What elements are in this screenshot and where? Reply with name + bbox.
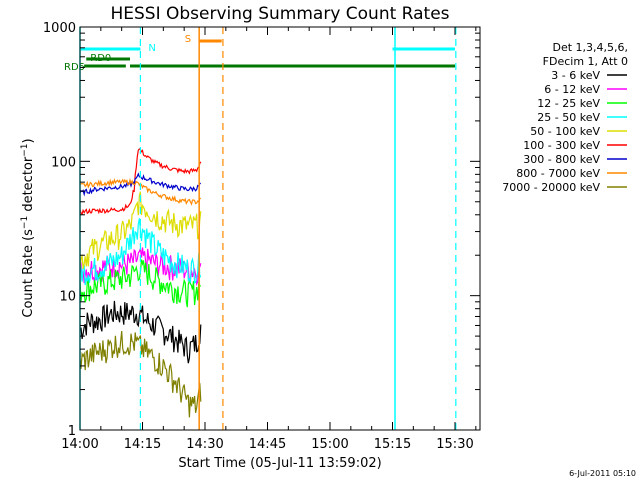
legend-label-7: 800 - 7000 keV: [516, 167, 600, 180]
legend-label-8: 7000 - 20000 keV: [502, 181, 600, 194]
markers-layer: [79, 27, 457, 430]
legend-label-0: 3 - 6 keV: [551, 69, 600, 82]
x-tick-label-2: 14:30: [186, 437, 223, 452]
y-tick-label-0: 1: [68, 424, 76, 439]
x-tick-label-4: 15:00: [311, 437, 348, 452]
legend-label-6: 300 - 800 keV: [523, 153, 600, 166]
legend: Det 1,3,4,5,6, FDecim 1, Att 0 3 - 6 keV…: [502, 41, 628, 194]
legend-header-line-1: Det 1,3,4,5,6,: [552, 41, 628, 54]
flag-label-rd0: RD0: [90, 53, 111, 64]
y-axis-label-mid: detector: [21, 156, 36, 216]
flag-label-s: S: [185, 34, 191, 45]
legend-label-4: 50 - 100 keV: [530, 125, 600, 138]
y-axis-label-main: Count Rate (s: [21, 229, 36, 318]
legend-label-2: 12 - 25 keV: [537, 97, 600, 110]
x-tick-label-5: 15:15: [374, 437, 411, 452]
y-tick-label-3: 1000: [43, 21, 76, 36]
flag-label-n: N: [148, 43, 155, 54]
chart-title: HESSI Observing Summary Count Rates: [110, 4, 449, 24]
x-tick-label-6: 15:30: [436, 437, 473, 452]
y-tick-label-1: 10: [59, 290, 76, 305]
plot-frame: [79, 26, 481, 431]
x-tick-label-1: 14:15: [124, 437, 161, 452]
series-line-8: [79, 330, 202, 418]
y-axis-label-sup2: −1: [20, 143, 30, 156]
legend-label-5: 100 - 300 keV: [523, 139, 600, 152]
legend-label-3: 25 - 50 keV: [537, 111, 600, 124]
flags-layer: N S RD0 RD5: [64, 34, 455, 73]
y-tick-label-2: 100: [51, 155, 76, 170]
x-axis-label: Start Time (05-Jul-11 13:59:02): [178, 456, 381, 471]
y-axis-label: Count Rate (s−1 detector−1): [20, 138, 36, 317]
series-line-3: [79, 218, 202, 286]
x-tick-label-0: 14:00: [61, 437, 98, 452]
flag-label-rd5: RD5: [64, 62, 85, 73]
x-tick-label-3: 14:45: [249, 437, 286, 452]
y-axis-label-end: ): [21, 138, 36, 143]
y-axis-label-sup1: −1: [20, 216, 30, 229]
timestamp: 6-Jul-2011 05:10: [569, 469, 636, 478]
legend-label-1: 6 - 12 keV: [544, 83, 600, 96]
series-line-4: [79, 191, 202, 270]
legend-header-line-2: FDecim 1, Att 0: [543, 55, 628, 68]
axes-layer: 14:00 14:15 14:30 14:45 15:00 15:15 15:30 1 10 10…: [43, 21, 480, 452]
